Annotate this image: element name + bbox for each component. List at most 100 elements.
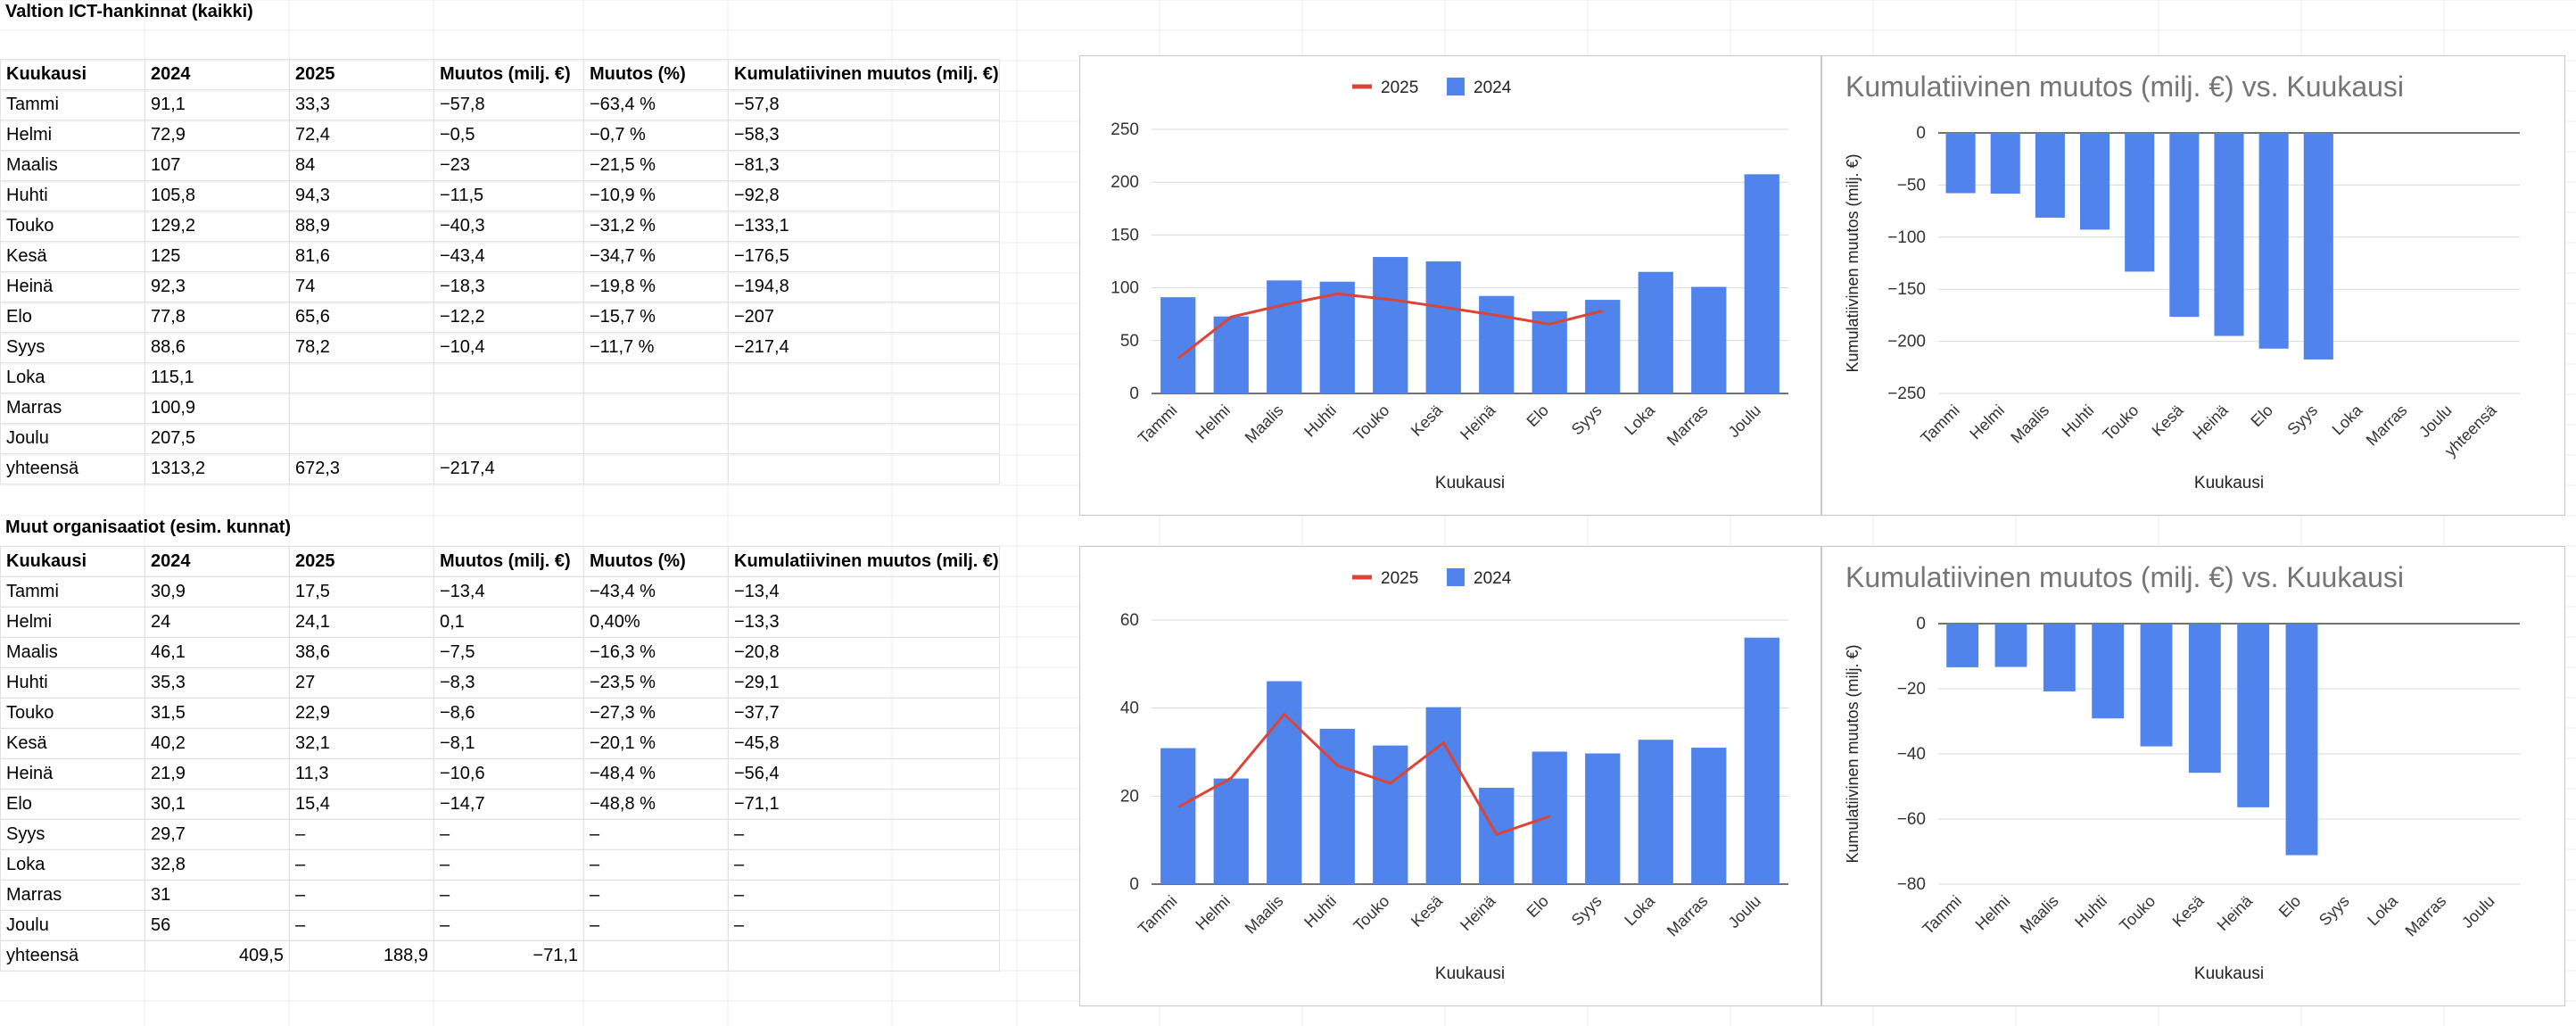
table-cell[interactable]: 207,5 [144,423,290,454]
table-cell[interactable]: 32,1 [289,728,434,759]
table-cell[interactable]: 31,5 [144,698,290,729]
table-cell[interactable]: 88,6 [144,332,290,363]
table-cell[interactable]: Kumulatiivinen muutos (milj. €) [728,546,1000,577]
table-cell[interactable]: Huhti [0,667,145,699]
table-cell[interactable]: −194,8 [728,271,1000,302]
table-cell[interactable]: −14,7 [433,789,584,820]
table-cell[interactable]: – [433,910,584,941]
table-cell[interactable] [583,362,729,393]
table-cell[interactable]: – [728,910,1000,941]
table-cell[interactable]: −71,1 [433,940,584,972]
table-cell[interactable]: −10,4 [433,332,584,363]
table-cell[interactable]: −11,7 % [583,332,729,363]
table-cell[interactable]: Syys [0,819,145,850]
table-cell[interactable]: −12,2 [433,302,584,333]
table-cell[interactable]: Joulu [0,910,145,941]
table-cell[interactable]: −0,7 % [583,120,729,151]
table-cell[interactable]: −23,5 % [583,667,729,699]
table-cell[interactable]: Muutos (%) [583,546,729,577]
table-cell[interactable]: Tammi [0,89,145,120]
table-cell[interactable] [583,940,729,972]
table-cell[interactable]: 40,2 [144,728,290,759]
table-cell[interactable]: 0,1 [433,607,584,638]
table-cell[interactable]: 65,6 [289,302,434,333]
table-cell[interactable]: – [728,819,1000,850]
table-cell[interactable]: Heinä [0,758,145,790]
table-cell[interactable]: −31,2 % [583,211,729,242]
table-cell[interactable]: 74 [289,271,434,302]
table-cell[interactable]: 72,9 [144,120,290,151]
table-cell[interactable]: – [433,819,584,850]
table-cell[interactable]: 46,1 [144,637,290,668]
table-cell[interactable]: 17,5 [289,576,434,608]
table-cell[interactable]: Huhti [0,180,145,211]
table-cell[interactable]: 72,4 [289,120,434,151]
table-cell[interactable]: – [728,849,1000,881]
table-cell[interactable]: 32,8 [144,849,290,881]
table-cell[interactable]: Helmi [0,607,145,638]
table-cell[interactable]: Maalis [0,150,145,181]
table-cell[interactable] [583,453,729,484]
table-cell[interactable]: −16,3 % [583,637,729,668]
table-cell[interactable]: 22,9 [289,698,434,729]
table-cell[interactable]: Kuukausi [0,59,145,90]
table-cell[interactable]: −10,9 % [583,180,729,211]
table-cell[interactable]: Kesä [0,728,145,759]
table-cell[interactable]: 31 [144,880,290,911]
table-cell[interactable]: −13,4 [728,576,1000,608]
table-cell[interactable]: 2024 [144,59,290,90]
table-cell[interactable]: −63,4 % [583,89,729,120]
table-cell[interactable]: −57,8 [433,89,584,120]
table-cell[interactable]: 84 [289,150,434,181]
table-cell[interactable] [433,423,584,454]
table-cell[interactable]: −11,5 [433,180,584,211]
table-cell[interactable]: Kuukausi [0,546,145,577]
table-cell[interactable]: 115,1 [144,362,290,393]
table-cell[interactable]: 105,8 [144,180,290,211]
table-cell[interactable] [728,393,1000,424]
table-cell[interactable] [728,940,1000,972]
table-cell[interactable]: −15,7 % [583,302,729,333]
table-cell[interactable]: Syys [0,332,145,363]
table-cell[interactable] [728,362,1000,393]
table-cell[interactable]: Marras [0,880,145,911]
table-cell[interactable]: 2025 [289,546,434,577]
table-cell[interactable]: −23 [433,150,584,181]
table-cell[interactable]: −133,1 [728,211,1000,242]
table-cell[interactable]: Heinä [0,271,145,302]
table-cell[interactable]: Loka [0,362,145,393]
table-cell[interactable]: 125 [144,241,290,272]
table-cell[interactable]: 2025 [289,59,434,90]
table-cell[interactable]: 94,3 [289,180,434,211]
table-cell[interactable]: −8,3 [433,667,584,699]
table-cell[interactable]: −27,3 % [583,698,729,729]
table-cell[interactable]: −43,4 [433,241,584,272]
table-cell[interactable]: 91,1 [144,89,290,120]
table-cell[interactable]: Touko [0,698,145,729]
table-cell[interactable]: −10,6 [433,758,584,790]
table-cell[interactable]: −81,3 [728,150,1000,181]
table-cell[interactable] [583,393,729,424]
table-cell[interactable]: 188,9 [289,940,434,972]
table-cell[interactable]: Muutos (%) [583,59,729,90]
table-cell[interactable]: – [433,880,584,911]
table-cell[interactable]: 27 [289,667,434,699]
table-cell[interactable]: −37,7 [728,698,1000,729]
table-cell[interactable]: −45,8 [728,728,1000,759]
table-cell[interactable] [583,423,729,454]
table-cell[interactable]: Elo [0,789,145,820]
table-cell[interactable]: – [289,819,434,850]
table-cell[interactable]: 0,40% [583,607,729,638]
table-cell[interactable]: −217,4 [728,332,1000,363]
table-cell[interactable]: – [583,910,729,941]
table-cell[interactable]: 672,3 [289,453,434,484]
table-cell[interactable]: 56 [144,910,290,941]
table-cell[interactable]: yhteensä [0,453,145,484]
table-cell[interactable]: – [289,880,434,911]
table-cell[interactable]: 129,2 [144,211,290,242]
table-cell[interactable]: 11,3 [289,758,434,790]
table-cell[interactable] [289,362,434,393]
table-cell[interactable]: −217,4 [433,453,584,484]
table-cell[interactable]: 29,7 [144,819,290,850]
ict-monthly-chart[interactable]: 0 50 100 150 200 250 Tammi Helmi Maalis Huhti Touk… [1079,55,1821,516]
